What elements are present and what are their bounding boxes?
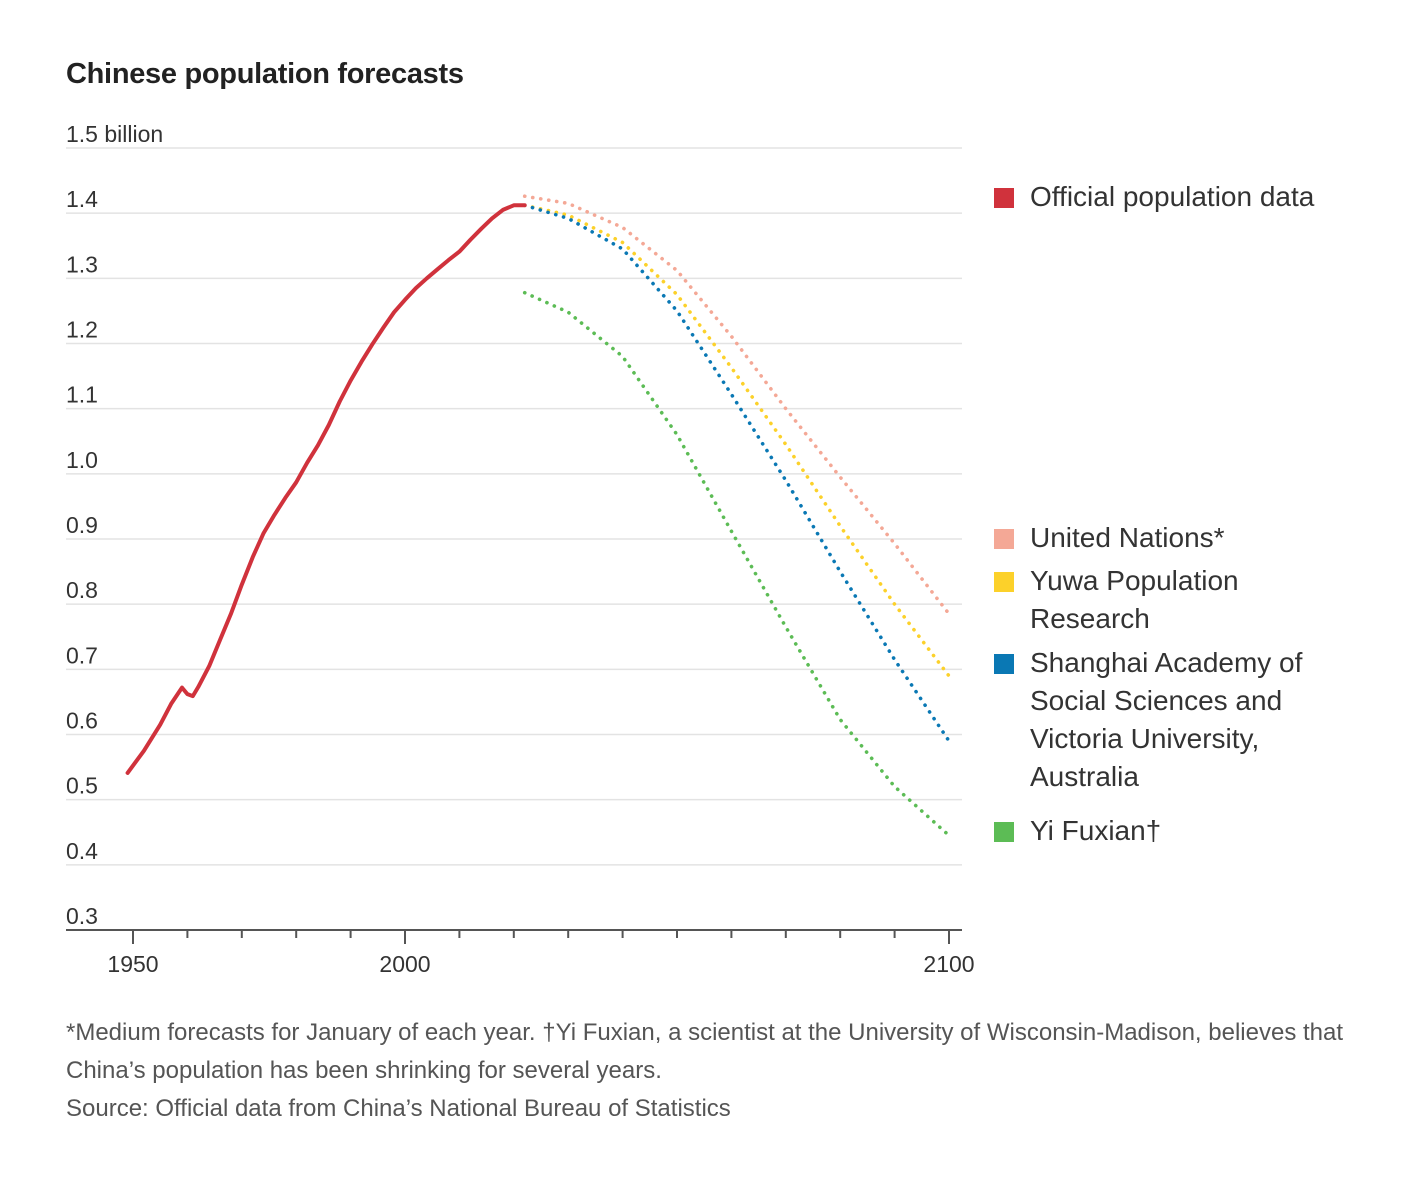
legend-label-yuwa: Yuwa Population Research [1030, 565, 1239, 634]
legend-label-yi: Yi Fuxian† [1030, 815, 1162, 846]
gridlines [66, 147, 962, 866]
y-tick-label: 1.4 [66, 186, 98, 212]
x-axis: 1950 2000 2100 [66, 929, 975, 977]
series-line [522, 203, 951, 743]
y-tick-label: 1.1 [66, 382, 98, 408]
y-tick-label: 0.5 [66, 773, 98, 799]
legend-label-official: Official population data [1030, 181, 1315, 212]
legend-swatch-yi [994, 822, 1014, 842]
y-tick-label: 0.6 [66, 708, 98, 734]
y-tick-label: 0.8 [66, 577, 98, 603]
y-axis-ticks: 0.3 0.4 0.5 0.6 0.7 0.8 0.9 1.0 1.1 1.2 1.3 1.4 1.5 … [66, 121, 163, 929]
chart-title: Chinese population forecasts [66, 58, 464, 90]
legend-label-un: United Nations* [1030, 522, 1225, 553]
legend-item-official: Official population data [994, 178, 1390, 216]
legend-item-yi: Yi Fuxian† [994, 812, 1390, 850]
x-tick-label: 1950 [107, 951, 158, 977]
y-unit-label: 1.5 billion [66, 121, 163, 147]
legend-label-shanghai: Shanghai Academy of Social Sciences and … [1030, 647, 1303, 792]
line-chart: 0.3 0.4 0.5 0.6 0.7 0.8 0.9 1.0 1.1 1.2 1.3 1.4 1.5 … [66, 121, 975, 977]
legend-item-shanghai: Shanghai Academy of Social Sciences and … [994, 644, 1360, 796]
legend-swatch-yuwa [994, 572, 1014, 592]
series-line [522, 290, 951, 838]
legend-item-yuwa: Yuwa Population Research [994, 562, 1330, 638]
source-note: Source: Official data from China’s Natio… [66, 1095, 731, 1122]
legend-swatch-un [994, 529, 1014, 549]
series-line [522, 194, 951, 616]
y-tick-label: 1.2 [66, 317, 98, 343]
legend-swatch-shanghai [994, 654, 1014, 674]
footnote: *Medium forecasts for January of each ye… [66, 1019, 1344, 1084]
series-line [522, 203, 951, 678]
x-tick-label: 2100 [923, 951, 974, 977]
y-tick-label: 1.0 [66, 447, 98, 473]
y-tick-label: 0.4 [66, 838, 98, 864]
x-tick-label: 2000 [379, 951, 430, 977]
legend-item-un: United Nations* [994, 519, 1390, 557]
y-tick-label: 0.9 [66, 512, 98, 538]
y-tick-label: 0.7 [66, 642, 98, 668]
series-line [125, 203, 527, 775]
y-tick-label: 1.3 [66, 251, 98, 277]
chart-footer: *Medium forecasts for January of each ye… [66, 1014, 1366, 1128]
legend-swatch-official [994, 188, 1014, 208]
chart-series [125, 194, 951, 838]
y-tick-label: 0.3 [66, 903, 98, 929]
